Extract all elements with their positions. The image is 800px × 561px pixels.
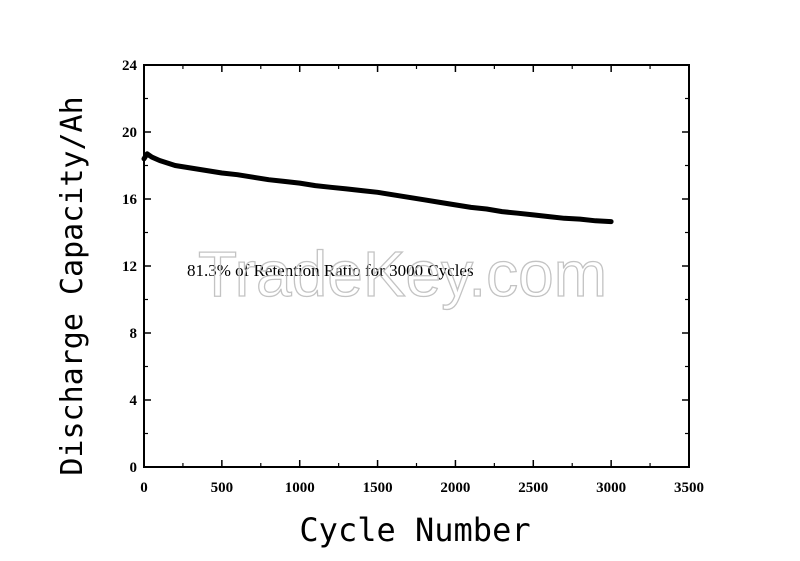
retention-annotation: 81.3% of Retention Ratio for 3000 Cycles xyxy=(187,261,474,280)
x-axis-title: Cycle Number xyxy=(299,511,530,549)
y-tick-label: 20 xyxy=(122,125,137,141)
y-axis-title: Discharge Capacity/Ah xyxy=(55,96,90,475)
y-tick-label: 0 xyxy=(130,460,138,476)
y-tick-label: 8 xyxy=(130,326,138,342)
x-tick-label: 1000 xyxy=(285,480,315,496)
y-tick-label: 4 xyxy=(130,393,138,409)
x-tick-label: 3000 xyxy=(596,480,626,496)
watermark-text: TradeKey.com xyxy=(198,238,607,310)
x-tick-label: 1500 xyxy=(363,480,393,496)
y-tick-label: 24 xyxy=(122,58,138,74)
x-tick-label: 500 xyxy=(211,480,234,496)
y-tick-label: 16 xyxy=(122,192,138,208)
x-tick-label: 0 xyxy=(140,480,148,496)
y-tick-label: 12 xyxy=(122,259,137,275)
x-tick-label: 2500 xyxy=(518,480,548,496)
x-tick-label: 3500 xyxy=(674,480,704,496)
capacity-series-line xyxy=(141,151,614,225)
x-tick-label: 2000 xyxy=(440,480,470,496)
